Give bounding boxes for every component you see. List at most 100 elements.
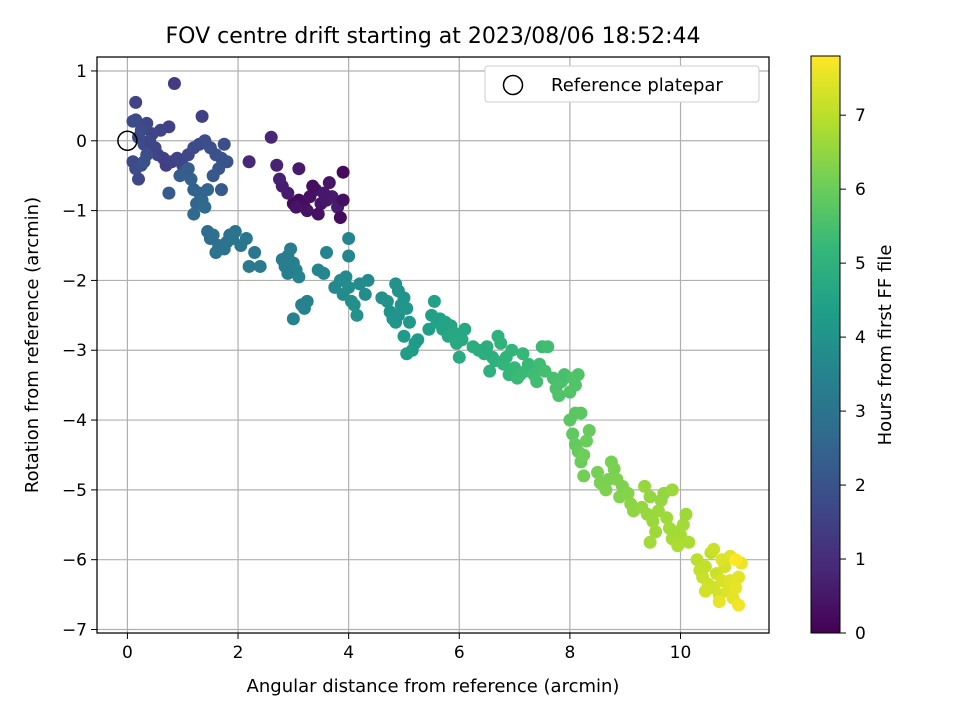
data-point-71 <box>198 200 212 214</box>
data-point-88 <box>248 245 262 259</box>
data-point-74 <box>181 162 195 176</box>
data-point-73 <box>201 183 215 197</box>
data-point-23 <box>322 176 336 190</box>
data-point-223 <box>643 535 657 549</box>
y-tick-label-3: −2 <box>62 271 87 291</box>
data-point-52 <box>217 137 231 151</box>
data-point-16 <box>264 130 278 144</box>
data-point-247 <box>715 553 729 567</box>
data-point-93 <box>284 242 298 256</box>
colorbar-frame <box>810 55 841 634</box>
x-axis-ticks: 0 2 4 6 8 10 <box>122 633 691 663</box>
data-point-89 <box>253 259 267 273</box>
colorbar-label: Hours from first FF file <box>875 245 896 446</box>
data-point-134 <box>400 347 414 361</box>
data-point-20 <box>336 165 350 179</box>
colorbar: 0 1 2 3 4 5 6 7 Hours from first FF file <box>810 55 896 644</box>
data-point-169 <box>530 375 544 389</box>
data-point-181 <box>568 378 582 392</box>
data-point-152 <box>480 340 494 354</box>
data-point-248 <box>712 595 726 609</box>
data-point-130 <box>397 329 411 343</box>
data-point-191 <box>579 434 593 448</box>
data-point-55 <box>214 183 228 197</box>
data-point-62 <box>137 155 151 169</box>
data-point-208 <box>643 490 657 504</box>
y-tick-label-2: −1 <box>62 202 87 222</box>
data-point-17 <box>242 155 256 169</box>
colorbar-tick-label-3: 3 <box>855 402 866 422</box>
x-tick-label-1: 2 <box>233 643 244 663</box>
data-point-165 <box>516 347 530 361</box>
data-point-33 <box>126 114 140 128</box>
x-tick-label-3: 6 <box>454 643 465 663</box>
data-point-119 <box>380 294 394 308</box>
data-point-56 <box>129 95 143 109</box>
data-point-87 <box>242 259 256 273</box>
data-point-184 <box>574 406 588 420</box>
data-point-18 <box>292 162 306 176</box>
data-point-111 <box>347 298 361 312</box>
x-tick-label-0: 0 <box>122 643 133 663</box>
data-point-12 <box>311 207 325 221</box>
data-point-137 <box>427 294 441 308</box>
y-tick-label-4: −3 <box>62 341 87 361</box>
data-point-129 <box>402 315 416 329</box>
data-point-146 <box>452 350 466 364</box>
data-point-101 <box>286 312 300 326</box>
data-point-196 <box>599 483 613 497</box>
data-point-127 <box>397 291 411 305</box>
legend-box <box>484 65 760 103</box>
colorbar-ticks: 0 1 2 3 4 5 6 7 <box>840 106 866 644</box>
data-point-241 <box>732 570 746 584</box>
data-point-214 <box>660 511 674 525</box>
data-point-19 <box>270 158 284 172</box>
data-point-224 <box>665 483 679 497</box>
reference-platepar-point <box>117 130 138 152</box>
x-tick-label-2: 4 <box>343 643 354 663</box>
data-point-222 <box>682 535 696 549</box>
colorbar-gradient <box>811 56 840 633</box>
data-point-54 <box>206 169 220 183</box>
data-point-100 <box>300 294 314 308</box>
data-point-96 <box>292 270 306 284</box>
data-point-109 <box>342 280 356 294</box>
data-point-225 <box>638 479 652 493</box>
data-point-77 <box>206 228 220 242</box>
y-tick-label-8: −7 <box>62 621 87 641</box>
data-point-246 <box>707 542 721 556</box>
data-point-161 <box>505 343 519 357</box>
y-axis-ticks: 1 0 −1 −2 −3 −4 −5 −6 −7 <box>62 62 97 641</box>
y-tick-label-6: −5 <box>62 481 87 501</box>
data-point-218 <box>671 539 685 553</box>
data-point-220 <box>676 518 690 532</box>
data-point-26 <box>195 109 209 123</box>
x-tick-label-5: 10 <box>670 643 692 663</box>
colorbar-tick-label-0: 0 <box>855 624 866 644</box>
colorbar-tick-label-5: 5 <box>855 254 866 274</box>
data-point-193 <box>577 469 591 483</box>
colorbar-tick-label-2: 2 <box>855 476 866 496</box>
colorbar-tick-label-6: 6 <box>855 180 866 200</box>
data-point-117 <box>361 273 375 287</box>
data-point-133 <box>411 333 425 347</box>
data-point-72 <box>187 207 201 221</box>
data-point-199 <box>607 462 621 476</box>
data-point-108 <box>339 270 353 284</box>
legend-entry-reference-platepar: Reference platepar <box>551 75 723 96</box>
data-point-24 <box>289 200 303 214</box>
scatter-points <box>126 77 748 612</box>
data-point-84 <box>228 225 242 239</box>
data-point-185 <box>563 413 577 427</box>
data-point-221 <box>679 507 693 521</box>
data-point-157 <box>494 336 508 350</box>
y-tick-label-5: −4 <box>62 411 87 431</box>
data-point-21 <box>336 193 350 207</box>
chart-title: FOV centre drift starting at 2023/08/06 … <box>166 24 701 49</box>
data-point-243 <box>732 598 746 612</box>
data-point-167 <box>521 357 535 371</box>
data-point-9 <box>306 179 320 193</box>
data-point-210 <box>649 525 663 539</box>
reference-marker <box>117 130 138 152</box>
